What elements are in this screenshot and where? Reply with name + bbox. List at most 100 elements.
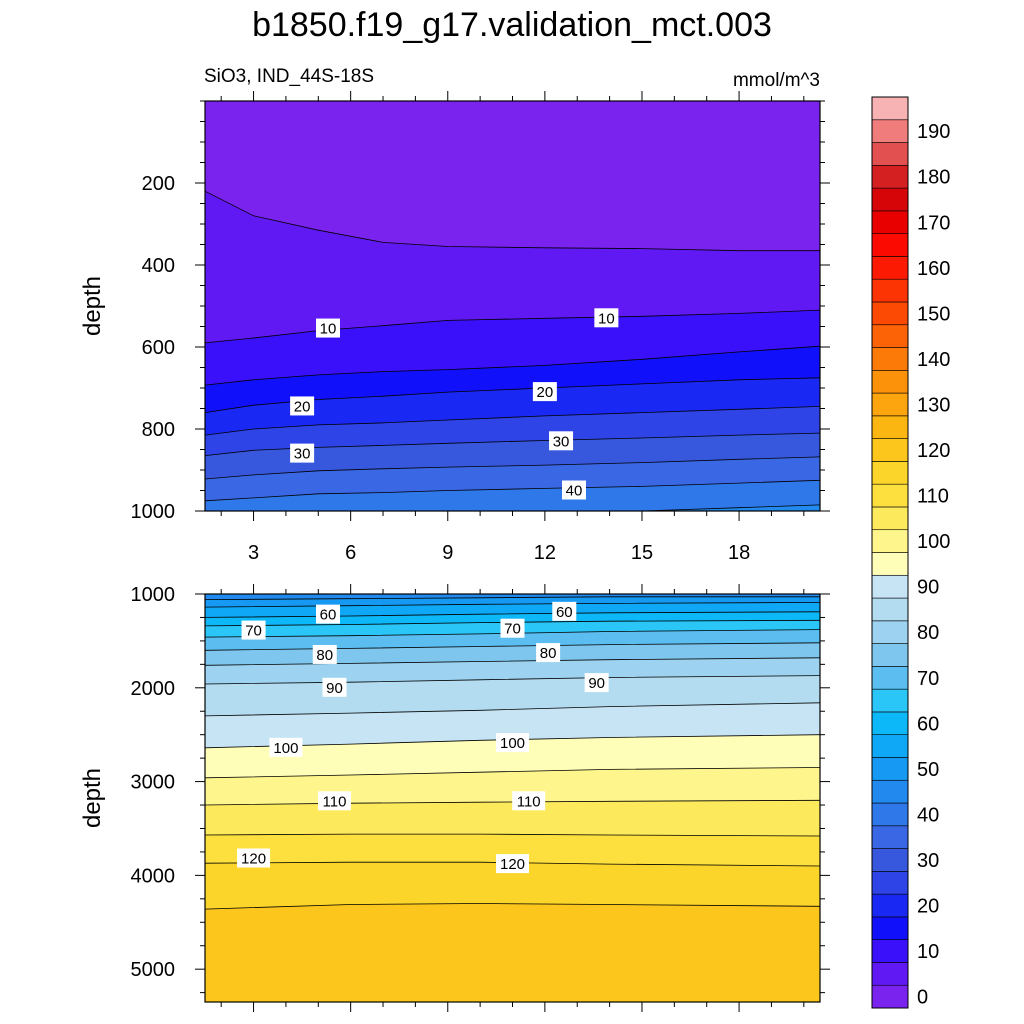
colorbar-swatch <box>871 802 909 827</box>
x-tick-label: 15 <box>631 542 653 564</box>
contour-label: 20 <box>290 396 315 416</box>
contour-label-box <box>500 618 525 638</box>
y-tick-label: 5000 <box>131 959 176 981</box>
contour-line-10 <box>205 309 820 344</box>
contour-line-45 <box>205 504 820 511</box>
x-tick-label: 6 <box>345 542 356 564</box>
colorbar-tick-label: 190 <box>917 121 950 143</box>
y-tick-label: 800 <box>142 419 175 441</box>
colorbar-tick-label: 160 <box>917 258 950 280</box>
y-tick-label: 3000 <box>131 772 176 794</box>
contour-line-60 <box>205 611 820 618</box>
colorbar-tick-label: 10 <box>917 941 939 963</box>
contour-label-text: 30 <box>294 446 311 463</box>
colorbar-swatch <box>871 962 909 986</box>
contour-label: 10 <box>594 308 619 328</box>
contour-line-55 <box>205 602 820 608</box>
contour-label-box <box>562 480 586 500</box>
contour-label-box <box>312 644 337 664</box>
contour-label: 40 <box>562 480 586 500</box>
contour-label-text: 100 <box>273 740 298 757</box>
colorbar-tick-label: 150 <box>917 303 950 325</box>
x-tick-label: 9 <box>442 542 453 564</box>
contour-line-70 <box>205 629 820 638</box>
contour-label-box <box>584 673 609 693</box>
y-tick-label: 600 <box>142 337 175 359</box>
contour-label: 60 <box>316 604 340 624</box>
contour-label-text: 110 <box>323 793 347 810</box>
contour-line-30 <box>205 432 820 456</box>
contour-label-box <box>532 382 557 402</box>
colorbar-tick-label: 140 <box>917 349 950 371</box>
contour-label-text: 40 <box>566 483 583 500</box>
contour-label: 100 <box>496 733 529 753</box>
contour-label-box <box>594 308 619 328</box>
colorbar-swatch <box>871 757 909 781</box>
colorbar-swatch <box>871 939 909 963</box>
colorbar-swatch <box>871 142 909 166</box>
contour-label: 90 <box>584 673 609 693</box>
contour-label-text: 20 <box>537 384 554 401</box>
contour-label: 30 <box>290 443 315 463</box>
colorbar-tick-label: 30 <box>917 850 939 872</box>
colorbar-swatch <box>871 597 909 622</box>
contour-label-text: 80 <box>316 647 333 664</box>
colorbar-swatch <box>871 506 909 531</box>
upper-axis-ticks: 200 400 600 800 1000 3 6 9 12 15 18 <box>131 91 830 564</box>
contour-label: 30 <box>549 431 574 451</box>
contour-label-box <box>536 643 561 663</box>
contour-label: 120 <box>496 854 529 874</box>
colorbar-swatch <box>871 529 909 553</box>
colorbar: 0 10 20 30 40 50 60 70 80 90 100 110 120 130 140 150 160… <box>871 96 950 1009</box>
contour-label-box <box>549 431 574 451</box>
colorbar-tick-label: 90 <box>917 577 939 599</box>
colorbar-swatch <box>871 825 909 849</box>
colorbar-swatch <box>871 734 909 758</box>
contour-label: 10 <box>316 318 340 338</box>
contour-label: 60 <box>552 601 577 621</box>
colorbar-tick-label: 180 <box>917 167 950 189</box>
contour-line-20 <box>205 377 820 413</box>
contour-label-box <box>316 604 340 624</box>
contour-label-text: 60 <box>320 607 337 624</box>
contour-label-text: 70 <box>504 621 521 638</box>
colorbar-tick-label: 20 <box>917 896 939 918</box>
contour-band-45 <box>205 504 820 511</box>
colorbar-tick-label: 130 <box>917 394 950 416</box>
x-tick-label: 3 <box>248 542 259 564</box>
contour-line-105 <box>205 799 820 806</box>
colorbar-swatch <box>871 415 909 439</box>
figure-title: b1850.f19_g17.validation_mct.003 <box>252 6 772 44</box>
colorbar-swatch <box>871 210 909 234</box>
contour-line-50 <box>205 596 820 600</box>
colorbar-swatch <box>871 256 909 280</box>
colorbar-swatch <box>871 301 909 326</box>
units-subtitle: mmol/m^3 <box>733 70 820 91</box>
colorbar-swatch <box>871 461 909 485</box>
colorbar-swatch <box>871 574 909 599</box>
colorbar-tick-label: 80 <box>917 622 939 644</box>
colorbar-tick-label: 120 <box>917 440 950 462</box>
contour-label: 80 <box>536 643 561 663</box>
contour-label-box <box>512 791 546 811</box>
colorbar-swatch <box>871 916 909 940</box>
colorbar-swatch <box>871 165 909 189</box>
colorbar-tick-label: 70 <box>917 668 939 690</box>
contour-label-text: 110 <box>517 793 541 810</box>
contour-label-text: 70 <box>245 623 262 640</box>
colorbar-swatch <box>871 871 909 895</box>
colorbar-tick-label: 170 <box>917 212 950 234</box>
contour-line-40 <box>205 479 820 502</box>
contour-label: 70 <box>241 620 266 640</box>
contour-label-text: 60 <box>556 604 573 621</box>
contour-label-box <box>269 737 303 757</box>
upper-filled-contours: 10 10 20 20 30 30 40 <box>205 101 820 511</box>
colorbar-swatch <box>871 119 909 143</box>
colorbar-swatch <box>871 347 909 371</box>
colorbar-tick-label: 60 <box>917 713 939 735</box>
contour-label: 70 <box>500 618 525 638</box>
contour-label-text: 80 <box>540 645 557 662</box>
lower-y-axis-label: depth <box>79 768 106 828</box>
contour-line-120 <box>205 903 820 910</box>
